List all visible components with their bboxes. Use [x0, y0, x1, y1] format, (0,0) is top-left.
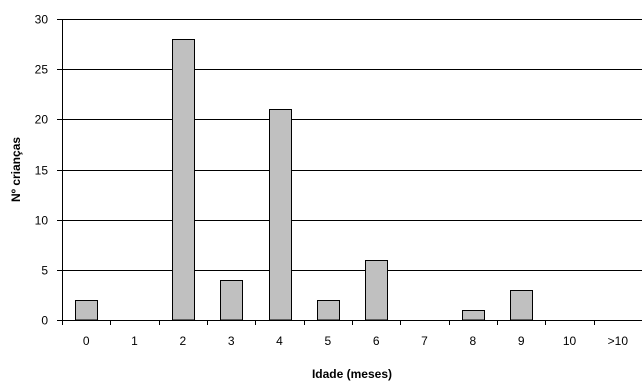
x-tick-label: 9 — [518, 334, 525, 348]
x-tick-label: 0 — [83, 334, 90, 348]
axes — [62, 19, 642, 321]
y-tick-label: 15 — [35, 164, 49, 178]
x-tick-label: >10 — [608, 334, 629, 348]
x-axis-title: Idade (meses) — [312, 367, 392, 381]
x-tick-label: 6 — [373, 334, 380, 348]
gridlines — [62, 20, 642, 271]
y-tick-label: 20 — [35, 113, 49, 127]
bar — [318, 301, 340, 321]
x-tick-label: 2 — [179, 334, 186, 348]
y-tick-labels: 0 5 10 15 20 25 30 — [35, 13, 62, 328]
bar — [511, 291, 533, 321]
y-tick-label: 0 — [41, 314, 48, 328]
x-tick-label: 5 — [324, 334, 331, 348]
bar — [463, 311, 485, 321]
bars — [76, 40, 533, 321]
x-tick-label: 3 — [228, 334, 235, 348]
x-tick-labels: 0 1 2 3 4 5 6 7 8 9 10 >10 — [63, 320, 642, 348]
bar — [366, 261, 388, 321]
x-tick-label: 4 — [276, 334, 283, 348]
bar — [221, 281, 243, 321]
y-tick-label: 25 — [35, 63, 49, 77]
x-tick-label: 8 — [469, 334, 476, 348]
bar — [76, 301, 98, 321]
x-tick-label: 10 — [563, 334, 577, 348]
y-tick-label: 30 — [35, 13, 49, 27]
x-tick-label: 7 — [421, 334, 428, 348]
bar — [173, 40, 195, 321]
y-tick-label: 10 — [35, 214, 49, 228]
bar — [270, 110, 292, 321]
y-tick-label: 5 — [41, 264, 48, 278]
x-tick-label: 1 — [131, 334, 138, 348]
y-axis-title: Nº crianças — [9, 137, 23, 202]
